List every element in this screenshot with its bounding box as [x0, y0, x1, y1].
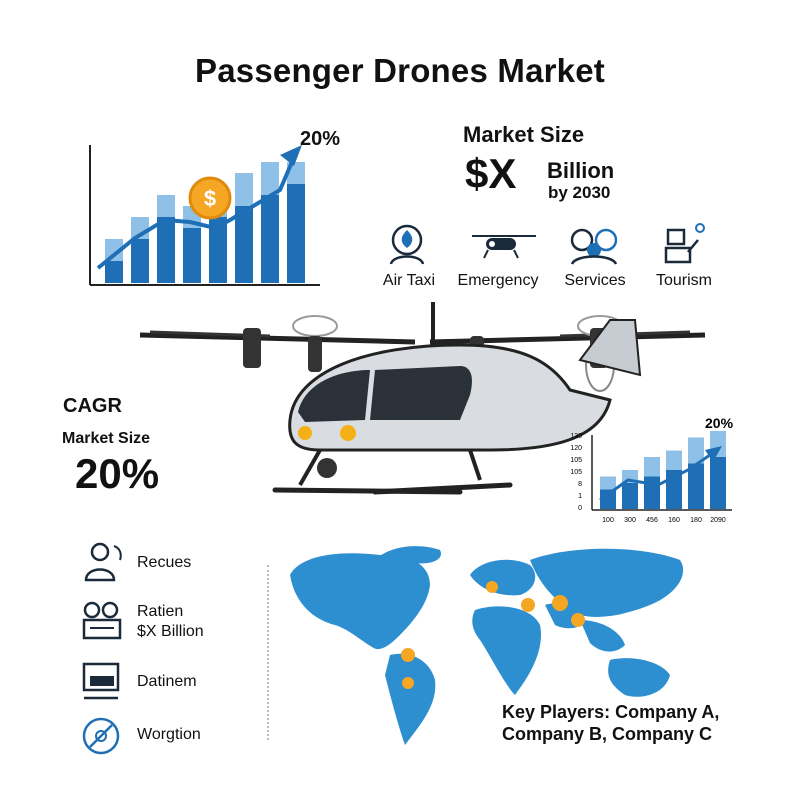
- market-size-heading: Market Size: [463, 122, 585, 147]
- growth-chart-bar-2: [157, 217, 175, 283]
- small-chart-x-tick: 100: [602, 517, 614, 524]
- group-icon: [82, 601, 122, 640]
- small-chart-bar-top-4: [688, 437, 704, 464]
- monitor-icon: [82, 662, 120, 700]
- tourist-icon: [664, 223, 705, 264]
- small-chart-x-tick: 300: [624, 517, 636, 524]
- trend-arrow-head: [280, 145, 302, 166]
- section-divider: [267, 565, 269, 740]
- small-chart-bar-0: [600, 489, 616, 509]
- market-size-year: by 2030: [548, 183, 611, 202]
- small-growth-label: 20%: [705, 415, 734, 431]
- small-chart-y-tick: 120: [570, 445, 582, 452]
- side-item-worgtion: Worgtion: [137, 726, 201, 743]
- category-label-air-taxi: Air Taxi: [382, 272, 436, 289]
- cagr-value: 20%: [75, 450, 160, 497]
- rescue-icon: [84, 542, 122, 582]
- growth-chart-bar-top-0: [105, 239, 123, 261]
- cagr-label: CAGR: [63, 395, 122, 417]
- category-label-emergency: Emergency: [457, 272, 539, 289]
- small-chart-bar-2: [644, 476, 660, 509]
- small-chart-bar-1: [622, 483, 638, 509]
- small-growth-chart: 130 120 105 105 8 1 0 100 300 456 160 180 2090 20%: [570, 415, 734, 524]
- dollar-coin-icon: $: [188, 176, 232, 220]
- market-hotspot-markers: [401, 581, 585, 689]
- growth-chart-bar-0: [105, 261, 123, 283]
- growth-chart-bar-1: [131, 239, 149, 283]
- cagr-market-size-label: Market Size: [62, 430, 151, 447]
- small-chart-bar-top-3: [666, 450, 682, 470]
- small-trend-arrow-head: [705, 446, 722, 462]
- growth-chart-bar-4: [209, 217, 227, 283]
- svg-text:$: $: [204, 186, 216, 211]
- small-chart-y-tick: 8: [578, 481, 582, 488]
- growth-chart-bar-top-6: [261, 162, 279, 195]
- small-chart-bar-top-0: [600, 476, 616, 490]
- world-map: [290, 546, 684, 745]
- small-chart-x-tick: 160: [668, 517, 680, 524]
- market-size-unit: Billion: [547, 158, 615, 183]
- drone-icon: [472, 235, 536, 259]
- growth-chart-bar-5: [235, 206, 253, 283]
- small-trend-line: [599, 453, 711, 502]
- small-chart-bar-4: [688, 463, 704, 509]
- growth-chart-bar-top-5: [235, 173, 253, 206]
- category-label-services: Services: [564, 272, 626, 289]
- small-chart-bar-top-2: [644, 457, 660, 477]
- small-chart-y-tick: 1: [578, 493, 582, 500]
- small-chart-y-tick: 0: [578, 505, 582, 512]
- people-icon: [570, 228, 618, 265]
- key-players-line-1: Key Players: Company A,: [502, 702, 720, 722]
- side-item-ratien: Ratien $X Billion: [137, 603, 204, 640]
- small-chart-x-tick: 2090: [710, 517, 726, 524]
- growth-chart-bar-6: [261, 195, 279, 283]
- growth-chart-bar-top-2: [157, 195, 175, 217]
- compass-icon: [82, 717, 120, 755]
- pilot-icon: [389, 224, 425, 265]
- small-chart-x-tick: 456: [646, 517, 658, 524]
- page-title: Passenger Drones Market: [195, 52, 605, 89]
- growth-chart: $ 20%: [89, 128, 340, 286]
- trend-line: [96, 154, 297, 270]
- key-players-line-2: Company B, Company C: [502, 724, 713, 744]
- growth-chart-bar-7: [287, 184, 305, 283]
- side-item-rescues: Recues: [137, 554, 192, 571]
- small-chart-y-tick: 130: [570, 433, 582, 440]
- growth-label: 20%: [300, 128, 340, 150]
- small-chart-y-tick: 105: [570, 457, 582, 464]
- market-size-value: $X: [465, 150, 517, 197]
- passenger-drone-image: [139, 302, 706, 495]
- side-item-datinem: Datinem: [137, 673, 197, 690]
- small-chart-bar-5: [710, 457, 726, 509]
- category-label-tourism: Tourism: [655, 272, 712, 289]
- small-chart-y-tick: 105: [570, 469, 582, 476]
- small-chart-x-tick: 180: [690, 517, 702, 524]
- growth-chart-bar-3: [183, 228, 201, 283]
